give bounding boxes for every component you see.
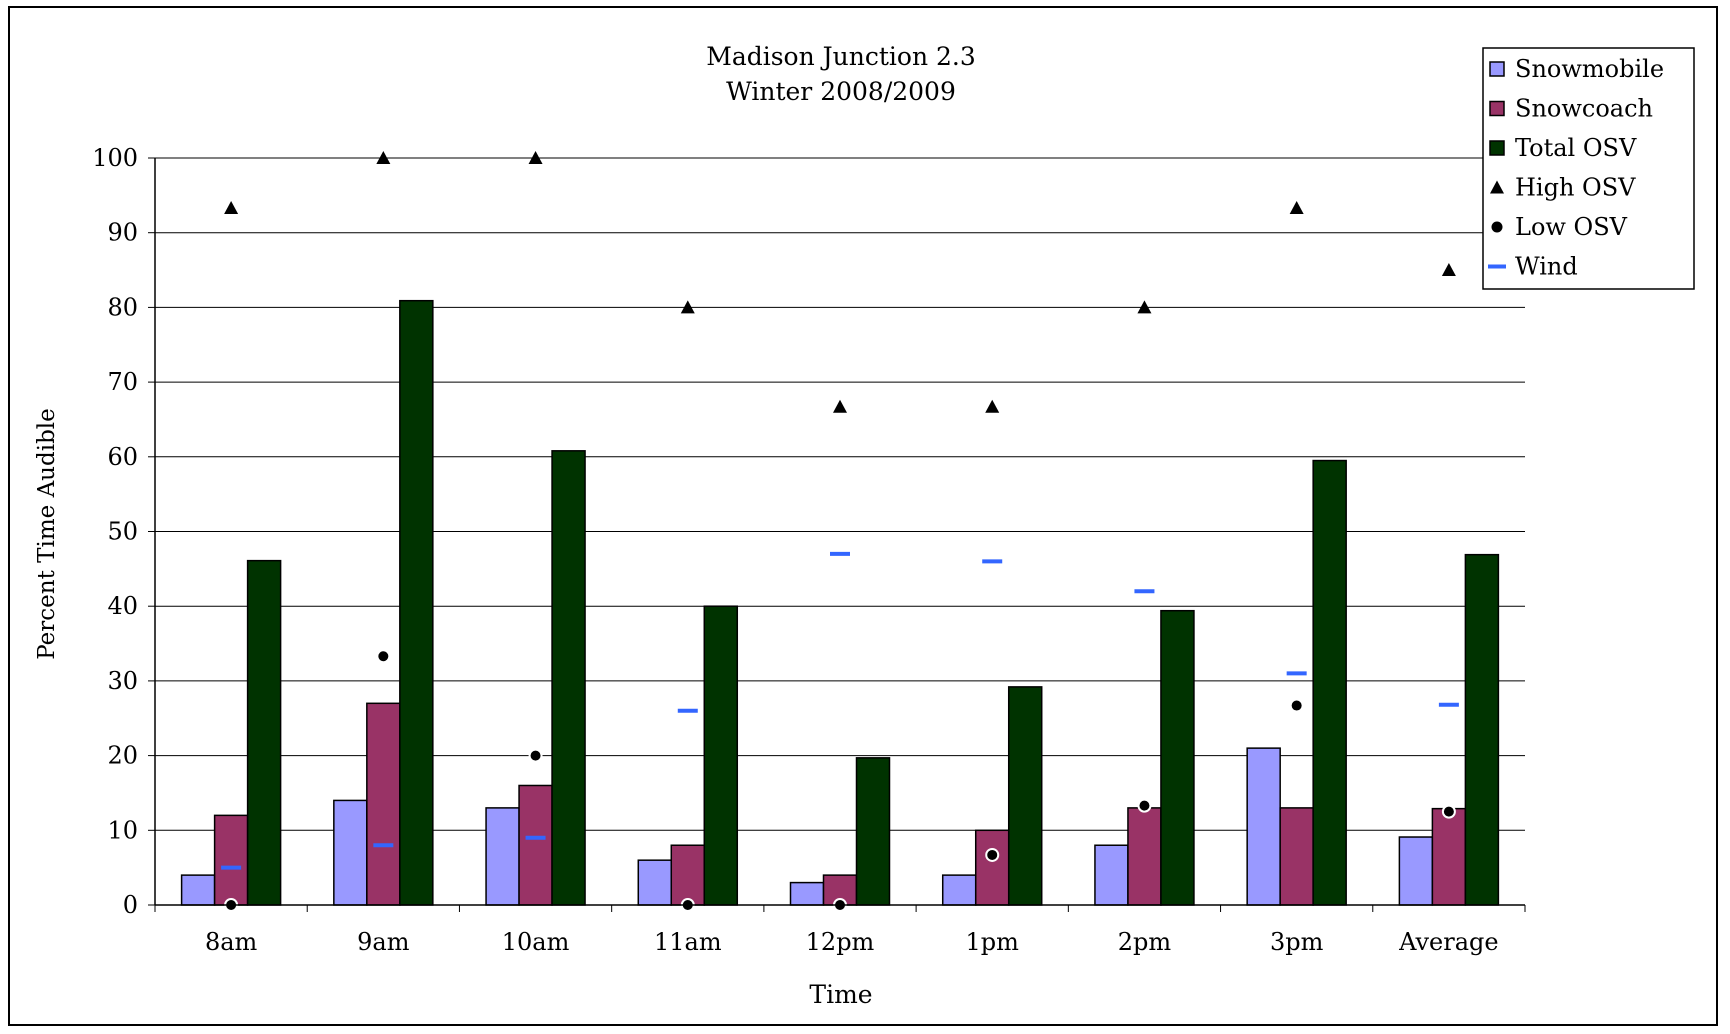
marker-low-osv	[376, 649, 391, 664]
x-tick-label: 11am	[654, 928, 722, 956]
x-axis-ticks: 8am 9am 10am 11am 12pm 1pm 2pm 3pm Average	[154, 905, 1526, 956]
legend-label: Wind	[1515, 253, 1578, 281]
y-tick-label: 100	[92, 144, 138, 172]
bars	[180, 299, 1500, 906]
y-tick-label: 10	[107, 816, 138, 844]
bar-total-osv	[551, 450, 586, 906]
legend-swatch-snowcoach	[1489, 100, 1505, 117]
bar-snowcoach	[974, 829, 1010, 906]
legend-label: Total OSV	[1515, 134, 1637, 162]
bar-snowmobile	[180, 874, 216, 906]
y-axis-ticks: 0 10 20 30 40 50 60 70 80 90 100	[92, 144, 155, 919]
x-tick-label: Average	[1398, 928, 1498, 956]
legend-swatch-total-osv	[1489, 140, 1505, 156]
y-tick-label: 80	[107, 293, 138, 321]
bar-snowcoach	[518, 784, 553, 906]
legend-label: Snowcoach	[1515, 95, 1653, 123]
y-tick-label: 30	[107, 667, 138, 695]
x-tick-label: 9am	[357, 928, 410, 956]
legend: Snowmobile Snowcoach Total OSV High OSV Low …	[1482, 47, 1695, 290]
marker-high-osv	[376, 151, 391, 164]
legend-box	[1482, 47, 1695, 290]
marker-high-osv	[680, 300, 695, 314]
legend-swatch-low-osv	[1491, 221, 1503, 233]
legend-label: Low OSV	[1515, 213, 1628, 241]
legend-label: Snowmobile	[1515, 55, 1664, 83]
y-tick-label: 60	[107, 443, 138, 471]
y-axis-label: Percent Time Audible	[34, 408, 60, 660]
x-tick-label: 3pm	[1270, 928, 1324, 956]
bar-snowcoach	[1431, 807, 1467, 906]
bar-total-osv	[855, 757, 891, 906]
legend-label: High OSV	[1515, 174, 1636, 202]
marker-high-osv	[1289, 201, 1304, 215]
marker-high-osv	[528, 151, 543, 164]
y-tick-label: 50	[107, 518, 138, 546]
bar-snowmobile	[1398, 836, 1434, 906]
marker-low-osv	[1441, 804, 1456, 819]
marker-high-osv	[985, 399, 1000, 413]
y-tick-label: 40	[107, 592, 138, 620]
bar-snowmobile	[637, 859, 673, 906]
bar-total-osv	[1007, 686, 1043, 906]
x-tick-label: 12pm	[806, 928, 875, 956]
bar-snowmobile	[333, 799, 368, 906]
x-axis-label: Time	[809, 980, 872, 1009]
x-tick-label: 1pm	[966, 928, 1020, 956]
bar-snowcoach	[366, 702, 401, 906]
bar-snowcoach	[213, 814, 249, 906]
legend-swatch-snowmobile	[1489, 61, 1505, 77]
bar-snowmobile	[1246, 747, 1281, 906]
y-tick-label: 70	[107, 368, 138, 396]
marker-high-osv	[1137, 300, 1152, 314]
x-tick-label: 2pm	[1118, 928, 1172, 956]
bar-total-osv	[1312, 459, 1347, 906]
y-tick-label: 20	[107, 742, 138, 770]
axes	[154, 158, 1525, 906]
bar-total-osv	[1160, 609, 1195, 906]
y-tick-label: 0	[123, 891, 138, 919]
chart-title: Madison Junction 2.3	[706, 42, 976, 71]
x-tick-label: 8am	[205, 928, 258, 956]
bar-total-osv	[1464, 553, 1500, 906]
bar-total-osv	[246, 559, 282, 906]
bar-snowcoach	[670, 844, 706, 906]
bar-snowcoach	[1279, 807, 1314, 906]
marker-low-osv	[528, 748, 543, 763]
bar-snowmobile	[789, 881, 825, 906]
bar-total-osv	[399, 299, 434, 906]
marker-high-osv	[224, 201, 239, 215]
bar-snowcoach	[1127, 807, 1162, 906]
marker-low-osv	[985, 847, 1000, 862]
bar-snowmobile	[941, 874, 977, 906]
y-tick-label: 90	[107, 219, 138, 247]
marker-low-osv	[1289, 698, 1304, 713]
legend-swatch-high-osv	[1490, 180, 1504, 194]
marker-high-osv	[833, 399, 847, 413]
bar-total-osv	[703, 605, 739, 906]
bar-snowmobile	[485, 807, 520, 906]
marker-low-osv	[1137, 798, 1152, 813]
chart-subtitle: Winter 2008/2009	[726, 77, 956, 106]
bar-snowmobile	[1094, 844, 1129, 906]
x-tick-label: 10am	[502, 928, 570, 956]
marker-high-osv	[1441, 263, 1456, 277]
